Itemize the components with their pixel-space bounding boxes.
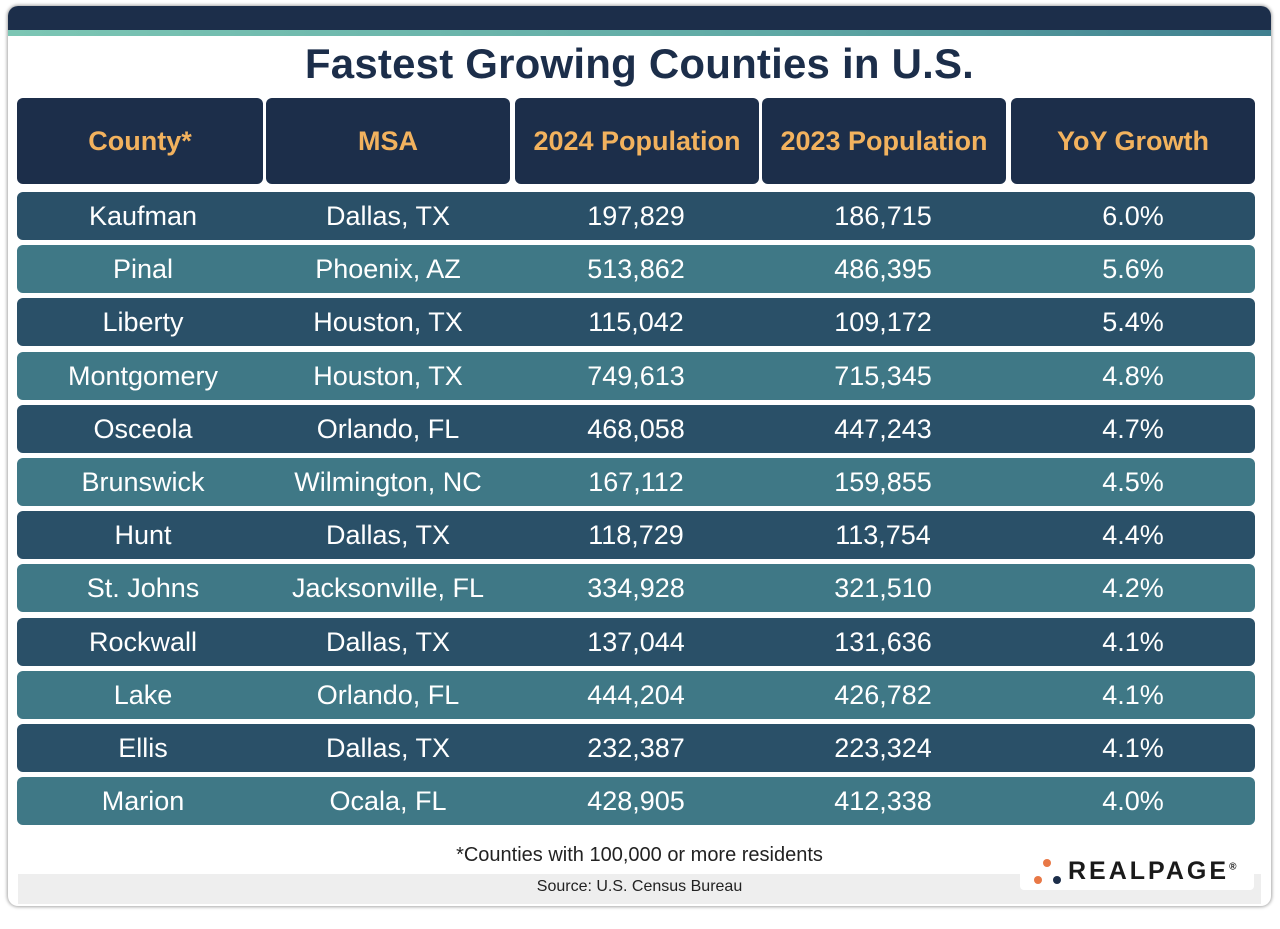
cell-pop-2024: 118,729 <box>588 519 684 550</box>
cell-pop-2024: 137,044 <box>587 626 685 657</box>
cell-yoy-growth: 4.1% <box>1102 626 1164 657</box>
column-header-pop-2023: 2023 Population <box>762 98 1006 184</box>
cell-msa: Dallas, TX <box>325 626 451 657</box>
table-row: Pinal Phoenix, AZ 513,862 486,395 5.6% <box>17 245 1255 293</box>
cell-yoy-growth: 4.4% <box>1102 519 1164 550</box>
table-row: Rockwall Dallas, TX 137,044 131,636 4.1% <box>17 618 1255 666</box>
footnote: *Counties with 100,000 or more residents <box>456 844 823 866</box>
cell-county: Marion <box>101 785 185 816</box>
realpage-logo: REALPAGE® <box>1068 857 1236 886</box>
cell-pop-2023: 715,345 <box>834 360 932 391</box>
cell-pop-2024: 334,928 <box>587 572 685 603</box>
cell-pop-2024: 468,058 <box>587 413 685 444</box>
cell-yoy-growth: 4.1% <box>1102 732 1164 763</box>
cell-yoy-growth: 4.7% <box>1102 413 1164 444</box>
cell-county: Kaufman <box>88 200 198 231</box>
table-row: Marion Ocala, FL 428,905 412,338 4.0% <box>17 777 1255 825</box>
cell-county: Lake <box>113 679 173 710</box>
table-row: Lake Orlando, FL 444,204 426,782 4.1% <box>17 671 1255 719</box>
cell-pop-2023: 486,395 <box>834 253 932 284</box>
cell-msa: Houston, TX <box>313 360 463 391</box>
table-row: Montgomery Houston, TX 749,613 715,345 4.8% <box>17 352 1255 400</box>
cell-county: Hunt <box>114 519 172 550</box>
cell-county: St. Johns <box>86 572 200 603</box>
chart-card: Fastest Growing Counties in U.S. County*… <box>8 6 1271 906</box>
table-row: St. Johns Jacksonville, FL 334,928 321,510 4… <box>17 564 1255 612</box>
source-note: Source: U.S. Census Bureau <box>536 878 743 895</box>
table-row: Osceola Orlando, FL 468,058 447,243 4.7% <box>17 405 1255 453</box>
cell-pop-2024: 444,204 <box>587 679 685 710</box>
cell-county: Ellis <box>118 732 168 763</box>
cell-yoy-growth: 4.5% <box>1102 466 1164 497</box>
cell-yoy-growth: 4.0% <box>1102 785 1164 816</box>
cell-msa: Dallas, TX <box>325 519 451 550</box>
cell-pop-2023: 321,510 <box>834 572 932 603</box>
cell-pop-2023: 426,782 <box>834 679 932 710</box>
logo-box <box>1020 852 1254 890</box>
cell-pop-2023: 131,636 <box>834 626 932 657</box>
cell-pop-2023: 109,172 <box>834 306 932 337</box>
cell-pop-2024: 197,829 <box>587 200 685 231</box>
table-row: Brunswick Wilmington, NC 167,112 159,855 4.5… <box>17 458 1255 506</box>
cell-pop-2023: 113,754 <box>835 519 931 550</box>
cell-pop-2024: 115,042 <box>588 306 684 337</box>
column-header-msa: MSA <box>266 98 510 184</box>
cell-msa: Houston, TX <box>313 306 463 337</box>
page-title: Fastest Growing Counties in U.S. <box>304 40 975 87</box>
logo-text: REALPAGE <box>1068 857 1230 885</box>
top-bar <box>8 6 1271 30</box>
cell-yoy-growth: 5.4% <box>1102 306 1164 337</box>
cell-msa: Dallas, TX <box>325 200 451 231</box>
cell-msa: Ocala, FL <box>329 785 447 816</box>
cell-pop-2024: 513,862 <box>587 253 685 284</box>
column-header-yoy-growth: YoY Growth <box>1011 98 1255 184</box>
table-row: Hunt Dallas, TX 118,729 113,754 4.4% <box>17 511 1255 559</box>
logo-trademark: ® <box>1229 861 1237 873</box>
cell-pop-2023: 186,715 <box>834 200 932 231</box>
cell-county: Montgomery <box>67 360 219 391</box>
cell-pop-2023: 223,324 <box>834 732 932 763</box>
cell-msa: Wilmington, NC <box>294 466 482 497</box>
cell-yoy-growth: 4.2% <box>1102 572 1164 603</box>
cell-yoy-growth: 6.0% <box>1102 200 1164 231</box>
cell-county: Liberty <box>102 306 184 337</box>
cell-msa: Jacksonville, FL <box>291 572 485 603</box>
cell-msa: Dallas, TX <box>325 732 451 763</box>
cell-msa: Phoenix, AZ <box>315 253 461 284</box>
column-header-county: County* <box>17 98 263 184</box>
column-header-pop-2024: 2024 Population <box>515 98 759 184</box>
cell-pop-2024: 232,387 <box>587 732 685 763</box>
cell-pop-2023: 447,243 <box>834 413 932 444</box>
cell-pop-2023: 412,338 <box>834 785 932 816</box>
cell-yoy-growth: 4.8% <box>1102 360 1164 391</box>
cell-pop-2024: 428,905 <box>587 785 685 816</box>
cell-msa: Orlando, FL <box>316 413 460 444</box>
cell-pop-2024: 167,112 <box>588 466 684 497</box>
cell-yoy-growth: 5.6% <box>1102 253 1164 284</box>
realpage-dots-icon <box>1034 859 1061 884</box>
cell-county: Pinal <box>112 253 174 284</box>
cell-county: Brunswick <box>81 466 205 497</box>
accent-stripe <box>8 30 1271 36</box>
table-row: Ellis Dallas, TX 232,387 223,324 4.1% <box>17 724 1255 772</box>
cell-pop-2023: 159,855 <box>834 466 932 497</box>
cell-county: Rockwall <box>88 626 198 657</box>
cell-msa: Orlando, FL <box>316 679 460 710</box>
cell-yoy-growth: 4.1% <box>1102 679 1164 710</box>
cell-county: Osceola <box>93 413 193 444</box>
table-row: Kaufman Dallas, TX 197,829 186,715 6.0% <box>17 192 1255 240</box>
cell-pop-2024: 749,613 <box>587 360 685 391</box>
table-row: Liberty Houston, TX 115,042 109,172 5.4% <box>17 298 1255 346</box>
